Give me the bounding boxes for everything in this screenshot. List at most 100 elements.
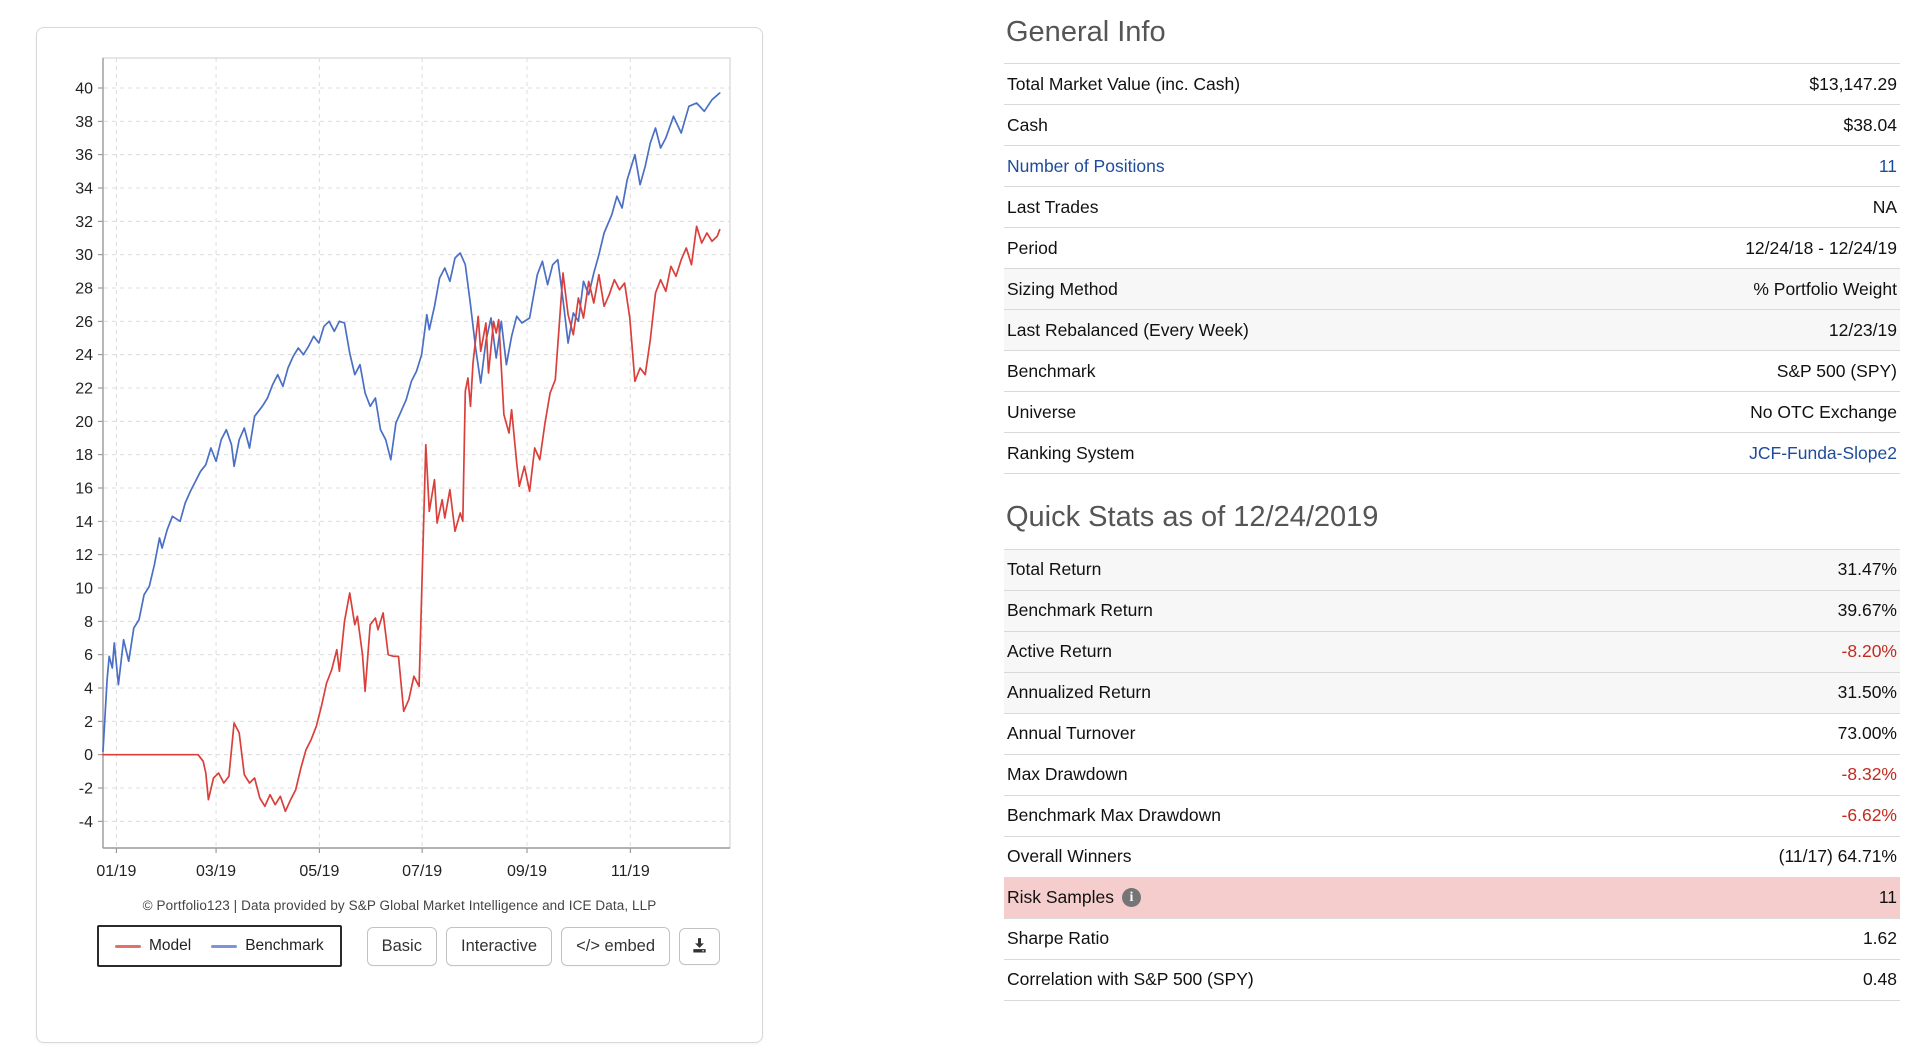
info-panel: General Info Total Market Value (inc. Ca… (1004, 16, 1900, 1001)
basic-view-button[interactable]: Basic (366, 926, 437, 966)
y-tick-label: 4 (84, 681, 93, 698)
chart-legend: Model Benchmark (97, 925, 342, 967)
table-row: Ranking System JCF-Funda-Slope2 (1004, 433, 1900, 475)
table-row: Active Return -8.20% (1004, 631, 1900, 673)
row-label: Risk Samples i (1007, 887, 1141, 908)
row-value: $38.04 (1843, 114, 1897, 135)
table-row: Correlation with S&P 500 (SPY) 0.48 (1004, 959, 1900, 1001)
row-label: Total Return (1007, 559, 1102, 580)
row-value: 31.47% (1837, 559, 1897, 580)
table-row: Number of Positions 11 (1004, 146, 1900, 188)
table-row: Cash $38.04 (1004, 105, 1900, 147)
table-row: Total Return 31.47% (1004, 549, 1900, 591)
row-value: -8.32% (1841, 764, 1897, 785)
table-row: Sizing Method % Portfolio Weight (1004, 269, 1900, 311)
row-label: Annual Turnover (1007, 723, 1136, 744)
performance-chart: -4-2024681012141618202224262830323436384… (75, 57, 731, 880)
row-label: Sharpe Ratio (1007, 928, 1110, 949)
y-tick-label: 36 (75, 147, 93, 164)
row-label: Period (1007, 237, 1058, 258)
row-label: Benchmark Return (1007, 600, 1153, 621)
y-tick-label: 10 (75, 581, 93, 598)
table-row: Universe No OTC Exchange (1004, 392, 1900, 434)
y-tick-label: -2 (79, 781, 93, 798)
table-row: Benchmark Max Drawdown -6.62% (1004, 795, 1900, 837)
y-tick-label: 22 (75, 381, 93, 398)
chart-card: -4 -2 0 2 4 6 8 10 12 14 16 18 20 22 24 26 28 30 32 34 36 38 4… (36, 27, 763, 1043)
benchmark-line (102, 92, 721, 753)
table-row: Risk Samples i 11 (1004, 877, 1900, 919)
quick-stats-table: Total Return 31.47% Benchmark Return 39.67%… (1004, 548, 1900, 1001)
x-tick-label: 03/19 (196, 863, 236, 880)
chart-footer: Model Benchmark Basic Interactive </> emb… (53, 925, 746, 967)
y-tick-label: 14 (75, 514, 93, 531)
legend-label: Model (149, 937, 192, 954)
table-row: Period 12/24/18 - 12/24/19 (1004, 228, 1900, 270)
row-label: Max Drawdown (1007, 764, 1128, 785)
row-value: 31.50% (1837, 682, 1897, 703)
row-value: NA (1872, 196, 1897, 217)
row-label: Active Return (1007, 641, 1113, 662)
row-value: 11 (1878, 155, 1897, 176)
table-row: Last Rebalanced (Every Week) 12/23/19 (1004, 310, 1900, 352)
chart-copyright: © Portfolio123 | Data provided by S&P Gl… (142, 898, 657, 913)
row-value: 1.62 (1862, 928, 1897, 949)
chart-button-group: Basic Interactive </> embed (366, 926, 720, 966)
download-button[interactable] (679, 927, 720, 965)
row-label: Benchmark (1007, 360, 1096, 381)
y-tick-label: 16 (75, 481, 93, 498)
y-tick-label: -4 (79, 814, 93, 831)
row-label: Correlation with S&P 500 (SPY) (1007, 969, 1254, 990)
x-tick-label: 01/19 (96, 863, 136, 880)
y-tick-label: 30 (75, 247, 93, 264)
general-info-title: General Info (1006, 16, 1166, 48)
table-row: Annual Turnover 73.00% (1004, 713, 1900, 755)
y-tick-label: 26 (75, 314, 93, 331)
y-tick-label: 6 (84, 647, 93, 664)
row-label: Total Market Value (inc. Cash) (1007, 73, 1241, 94)
y-tick-label: 28 (75, 281, 93, 298)
y-tick-label: 20 (75, 414, 93, 431)
interactive-view-button[interactable]: Interactive (445, 926, 553, 966)
row-label: Overall Winners (1007, 846, 1132, 867)
plot-border (102, 57, 731, 849)
row-value: -8.20% (1841, 641, 1897, 662)
y-tick-label: 18 (75, 447, 93, 464)
table-row: Max Drawdown -8.32% (1004, 754, 1900, 796)
x-tick-label: 11/19 (611, 863, 650, 880)
model-line (102, 225, 721, 813)
row-value: 73.00% (1837, 723, 1897, 744)
legend-swatch (115, 944, 141, 948)
row-label: Universe (1007, 401, 1077, 422)
x-tick-label: 05/19 (299, 863, 339, 880)
general-info-table: Total Market Value (inc. Cash) $13,147.29… (1004, 63, 1900, 475)
quick-stats-title: Quick Stats as of 12/24/2019 (1006, 501, 1379, 534)
legend-item: Benchmark (211, 937, 324, 955)
y-tick-label: 8 (84, 614, 93, 631)
y-tick-label: 24 (75, 347, 93, 364)
download-icon (691, 937, 708, 958)
row-value: 39.67% (1837, 600, 1897, 621)
row-label: Sizing Method (1007, 278, 1118, 299)
row-label: Annualized Return (1007, 682, 1151, 703)
row-value: 12/24/18 - 12/24/19 (1745, 237, 1897, 258)
row-label: Benchmark Max Drawdown (1007, 805, 1221, 826)
embed-button[interactable]: </> embed (561, 926, 670, 966)
row-label: Cash (1007, 114, 1048, 135)
y-tick-label: 38 (75, 114, 93, 131)
x-tick-label: 07/19 (402, 863, 442, 880)
legend-item: Model (115, 937, 191, 955)
y-tick-label: 40 (75, 81, 93, 98)
row-value: No OTC Exchange (1750, 401, 1897, 422)
row-value: 11 (1878, 887, 1897, 908)
row-value: -6.62% (1841, 805, 1897, 826)
y-tick-label: 0 (84, 747, 93, 764)
row-value-link[interactable]: JCF-Funda-Slope2 (1749, 442, 1897, 463)
table-row: Overall Winners (11/17) 64.71% (1004, 836, 1900, 878)
info-icon[interactable]: i (1121, 888, 1141, 908)
row-label: Ranking System (1007, 442, 1135, 463)
row-label: Last Trades (1007, 196, 1099, 217)
y-tick-label: 34 (75, 181, 93, 198)
table-row: Last Trades NA (1004, 187, 1900, 229)
row-label-link[interactable]: Number of Positions (1007, 155, 1165, 176)
